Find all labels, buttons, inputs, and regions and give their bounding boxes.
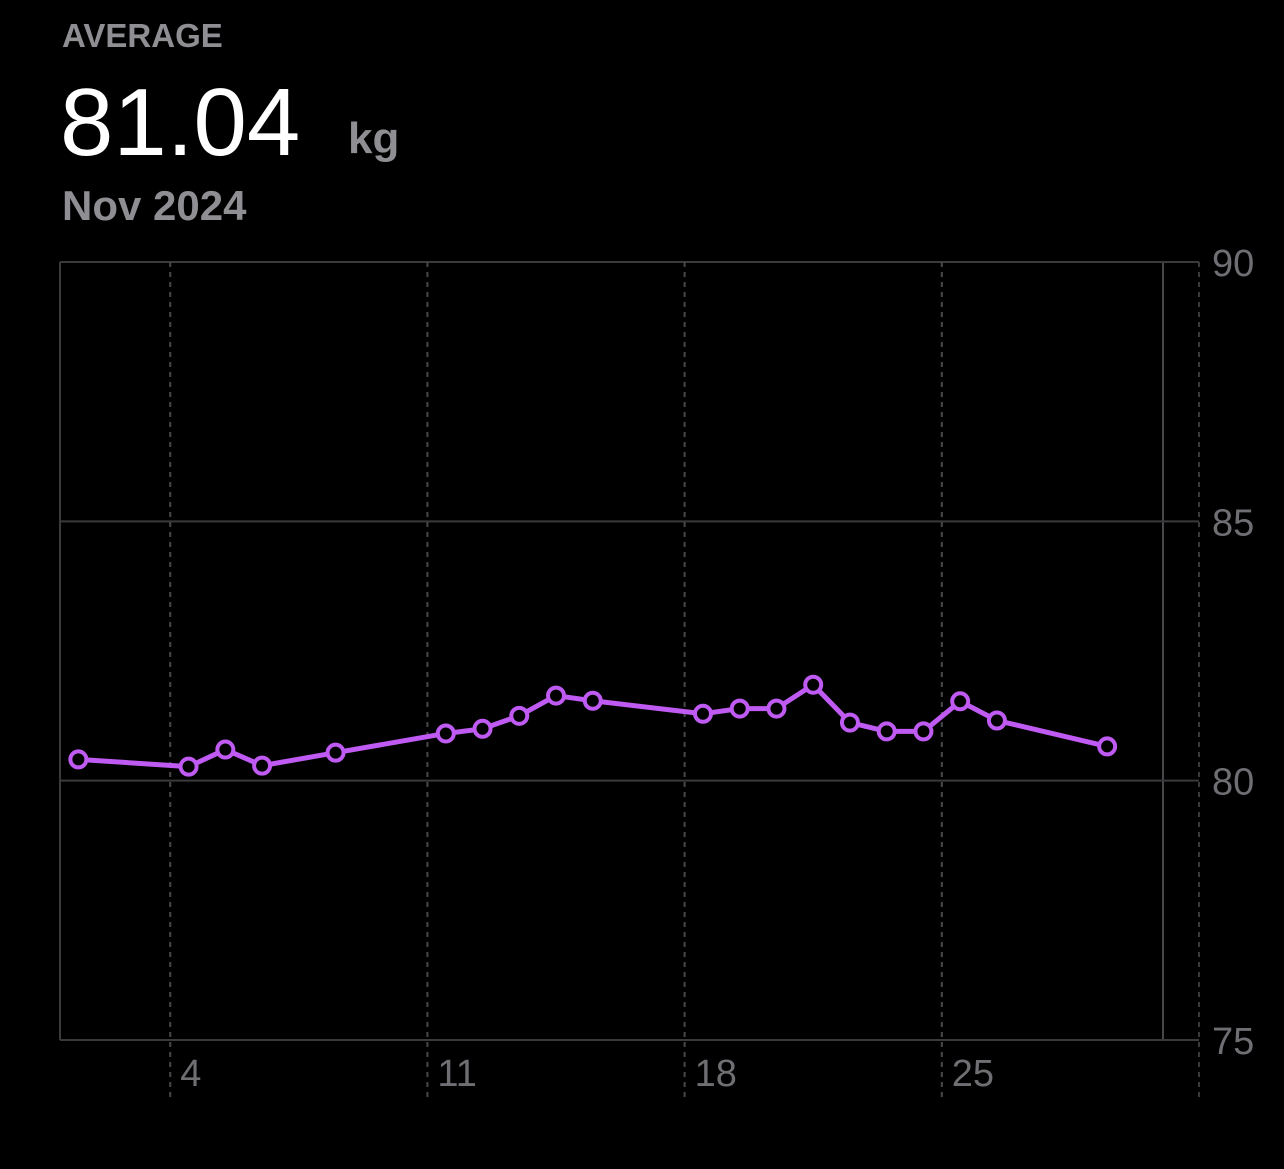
- data-point: [68, 749, 89, 770]
- x-tick-label: 11: [437, 1053, 476, 1095]
- data-point: [1097, 736, 1118, 757]
- summary-period: Nov 2024: [62, 182, 247, 229]
- summary-value: 81.04: [60, 69, 300, 176]
- data-point: [729, 698, 750, 719]
- summary-label: AVERAGE: [62, 17, 223, 54]
- data-point: [435, 723, 456, 744]
- data-point: [950, 691, 971, 712]
- data-point: [252, 755, 273, 776]
- y-tick-label: 85: [1212, 502, 1254, 544]
- y-tick-label: 90: [1212, 243, 1254, 285]
- data-point: [839, 712, 860, 733]
- data-point: [509, 705, 530, 726]
- data-point: [215, 739, 236, 760]
- data-point: [986, 710, 1007, 731]
- data-point: [582, 690, 603, 711]
- x-tick-label: 4: [180, 1053, 201, 1095]
- data-point: [178, 756, 199, 777]
- data-point: [472, 718, 493, 739]
- data-point: [325, 742, 346, 763]
- data-point: [766, 698, 787, 719]
- summary-unit: kg: [348, 114, 399, 163]
- y-tick-label: 80: [1212, 762, 1254, 804]
- data-point: [803, 674, 824, 695]
- y-tick-label: 75: [1212, 1021, 1254, 1063]
- data-point: [913, 721, 934, 742]
- data-point: [546, 685, 567, 706]
- data-point: [692, 703, 713, 724]
- x-tick-label: 25: [952, 1053, 994, 1095]
- x-tick-label: 18: [695, 1053, 737, 1095]
- data-point: [876, 721, 897, 742]
